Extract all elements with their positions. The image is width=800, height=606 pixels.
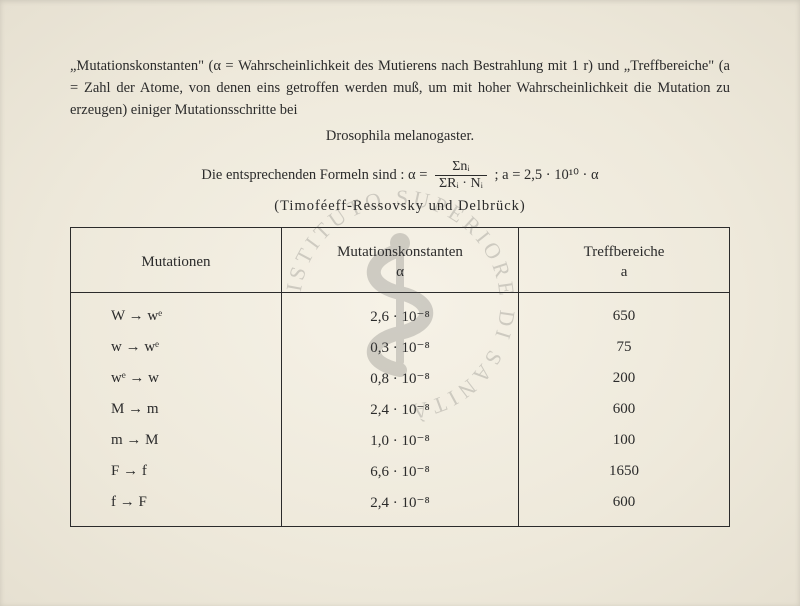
table-row: F → f 6,6 · 10⁻⁸ 1650: [71, 456, 730, 487]
attribution: (Timoféeff-Ressovsky und Delbrück): [70, 198, 730, 215]
cell-mutation: m → M: [71, 425, 282, 456]
col-header-konstanten: Mutationskonstanten α: [281, 227, 518, 293]
table-header-row: Mutationen Mutationskonstanten α Treffbe…: [71, 227, 730, 293]
table-row: f → F 2,4 · 10⁻⁸ 600: [71, 487, 730, 527]
table-row: w → wᵉ 0,3 · 10⁻⁸ 75: [71, 332, 730, 363]
table-row: wᵉ → w 0,8 · 10⁻⁸ 200: [71, 363, 730, 394]
document-page: „Mutationskonstanten" (α = Wahrscheinlic…: [0, 0, 800, 606]
cell-konstante: 0,8 · 10⁻⁸: [281, 363, 518, 394]
cell-treff: 75: [519, 332, 730, 363]
formula-lead: Die entsprechenden Formeln sind : α =: [201, 167, 427, 183]
col-header-konstanten-l2: α: [396, 264, 404, 280]
formula-tail: ; a = 2,5 · 10¹⁰ · α: [495, 167, 599, 183]
table-row: W → wᵉ 2,6 · 10⁻⁸ 650: [71, 293, 730, 333]
cell-mutation: F → f: [71, 456, 282, 487]
cell-treff: 650: [519, 293, 730, 333]
cell-konstante: 2,6 · 10⁻⁸: [281, 293, 518, 333]
col-header-mutationen-text: Mutationen: [141, 254, 210, 270]
col-header-treff-l2: a: [621, 264, 628, 280]
intro-paragraph: „Mutationskonstanten" (α = Wahrscheinlic…: [70, 55, 730, 122]
intro-species: Drosophila melanogaster.: [70, 128, 730, 145]
table-body: W → wᵉ 2,6 · 10⁻⁸ 650 w → wᵉ 0,3 · 10⁻⁸ …: [71, 293, 730, 527]
cell-konstante: 0,3 · 10⁻⁸: [281, 332, 518, 363]
cell-konstante: 2,4 · 10⁻⁸: [281, 487, 518, 527]
cell-treff: 100: [519, 425, 730, 456]
cell-treff: 600: [519, 394, 730, 425]
mutation-table: Mutationen Mutationskonstanten α Treffbe…: [70, 227, 730, 528]
table-row: m → M 1,0 · 10⁻⁸ 100: [71, 425, 730, 456]
col-header-treff: Treffbereiche a: [519, 227, 730, 293]
col-header-konstanten-l1: Mutationskonstanten: [337, 244, 463, 260]
cell-konstante: 2,4 · 10⁻⁸: [281, 394, 518, 425]
cell-konstante: 1,0 · 10⁻⁸: [281, 425, 518, 456]
cell-konstante: 6,6 · 10⁻⁸: [281, 456, 518, 487]
cell-mutation: W → wᵉ: [71, 293, 282, 333]
cell-mutation: M → m: [71, 394, 282, 425]
formula-fraction: Σnᵢ ΣRᵢ · Nᵢ: [435, 159, 487, 192]
col-header-mutationen: Mutationen: [71, 227, 282, 293]
cell-mutation: wᵉ → w: [71, 363, 282, 394]
table-row: M → m 2,4 · 10⁻⁸ 600: [71, 394, 730, 425]
formula: Die entsprechenden Formeln sind : α = Σn…: [70, 159, 730, 192]
cell-treff: 600: [519, 487, 730, 527]
cell-mutation: f → F: [71, 487, 282, 527]
formula-denominator: ΣRᵢ · Nᵢ: [435, 176, 487, 192]
formula-numerator: Σnᵢ: [435, 159, 487, 176]
col-header-treff-l1: Treffbereiche: [584, 244, 665, 260]
cell-mutation: w → wᵉ: [71, 332, 282, 363]
cell-treff: 200: [519, 363, 730, 394]
cell-treff: 1650: [519, 456, 730, 487]
